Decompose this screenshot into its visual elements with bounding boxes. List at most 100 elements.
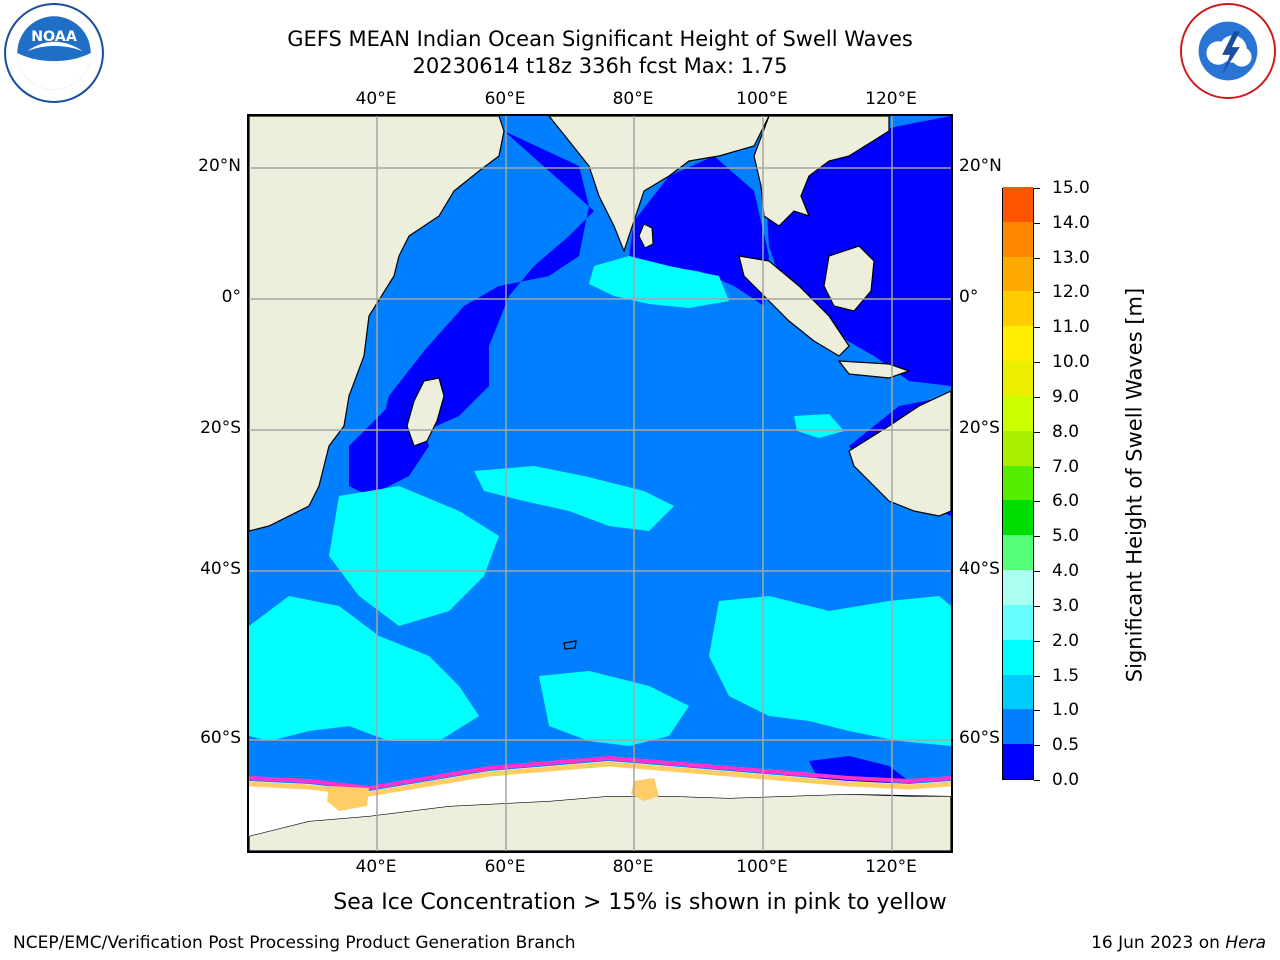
lon-label-top-100e: 100°E <box>736 89 788 109</box>
noaa-logo-icon: NOAA <box>4 3 104 103</box>
cyan-patch-equatorial <box>589 256 729 308</box>
colorbar-title: Significant Height of Swell Waves [m] <box>1122 287 1147 683</box>
lon-label-bottom-40e: 40°E <box>355 857 397 877</box>
lon-label-top-40e: 40°E <box>355 89 397 109</box>
colorbar-segment <box>1003 639 1033 675</box>
colorbar-tick <box>1034 396 1040 398</box>
cyan-patch-west-australia <box>794 414 844 438</box>
nws-logo-icon <box>1179 2 1277 100</box>
footer-date: 16 Jun 2023 on Hera <box>1091 933 1266 953</box>
colorbar-tick <box>1034 501 1040 503</box>
colorbar-tick-label: 15.0 <box>1052 178 1090 198</box>
colorbar-tick-label: 8.0 <box>1052 421 1080 442</box>
colorbar-tick-label: 6.0 <box>1052 491 1080 512</box>
lon-label-top-60e: 60°E <box>484 89 526 109</box>
footer-date-text: 16 Jun 2023 on <box>1091 933 1226 953</box>
colorbar-tick <box>1034 640 1040 642</box>
lon-label-top-80e: 80°E <box>612 89 654 109</box>
colorbar-tick <box>1034 710 1040 712</box>
colorbar-segment <box>1003 290 1033 327</box>
colorbar-tick-label: 12.0 <box>1052 282 1090 303</box>
sea-ice-patch-orange <box>327 786 369 811</box>
colorbar-tick <box>1034 431 1040 433</box>
colorbar-segment <box>1003 674 1033 710</box>
colorbar-tick-label: 0.5 <box>1052 735 1080 756</box>
colorbar-tick <box>1034 536 1040 538</box>
lon-label-top-120e: 120°E <box>865 89 917 109</box>
map-panel[interactable] <box>247 114 953 853</box>
colorbar-tick-label: 1.5 <box>1052 665 1080 686</box>
lon-label-bottom-120e: 120°E <box>865 857 917 877</box>
lat-label-left-20s: 20°S <box>200 418 241 438</box>
colorbar-tick-label: 7.0 <box>1052 456 1080 477</box>
colorbar-tick-label: 10.0 <box>1052 352 1090 373</box>
colorbar-tick-label: 3.0 <box>1052 595 1080 616</box>
map-grid <box>249 116 951 851</box>
lon-label-bottom-100e: 100°E <box>736 857 788 877</box>
colorbar-tick <box>1034 222 1040 224</box>
cyan-patch-southeast <box>709 596 951 746</box>
low-swell-bay-of-bengal <box>629 156 769 306</box>
lat-label-right-60s: 60°S <box>959 728 1000 748</box>
land-sumatra <box>738 255 850 357</box>
colorbar-segment <box>1003 604 1033 640</box>
land-southeast-asia <box>753 116 890 227</box>
land-india <box>548 116 770 253</box>
footer-host: Hera <box>1225 933 1266 953</box>
colorbar-segment <box>1003 221 1033 257</box>
colorbar-tick <box>1034 675 1040 677</box>
lat-label-left-60s: 60°S <box>200 728 241 748</box>
colorbar-tick-label: 4.0 <box>1052 561 1080 582</box>
colorbar-tick <box>1034 327 1040 329</box>
swell-map <box>249 116 951 851</box>
colorbar <box>1002 186 1034 780</box>
colorbar-segment <box>1003 325 1033 362</box>
sea-ice-patch-orange-2 <box>631 778 659 801</box>
colorbar-tick <box>1034 745 1040 747</box>
colorbar-segment <box>1003 256 1033 292</box>
colorbar-tick <box>1034 466 1040 468</box>
colorbar-tick-label: 2.0 <box>1052 630 1080 651</box>
lon-label-bottom-60e: 60°E <box>484 857 526 877</box>
colorbar-segment <box>1003 465 1033 501</box>
svg-text:NOAA: NOAA <box>31 29 77 45</box>
colorbar-tick <box>1034 571 1040 573</box>
colorbar-tick-label: 11.0 <box>1052 317 1090 338</box>
land-australia <box>848 390 951 517</box>
sea-ice-fringe-yellow <box>249 761 951 797</box>
lat-label-right-20s: 20°S <box>959 418 1000 438</box>
lat-label-right-20n: 20°N <box>959 156 1002 176</box>
colorbar-segment <box>1003 395 1033 431</box>
colorbar-tick-label: 1.0 <box>1052 700 1080 721</box>
colorbar-tick-label: 5.0 <box>1052 526 1080 547</box>
chart-subtitle: 20230614 t18z 336h fcst Max: 1.75 <box>412 54 788 78</box>
lat-label-right-0: 0° <box>959 287 979 307</box>
colorbar-tick-label: 13.0 <box>1052 247 1090 268</box>
chart-title: GEFS MEAN Indian Ocean Significant Heigh… <box>287 27 913 51</box>
colorbar-segment <box>1003 708 1033 745</box>
colorbar-tick <box>1034 292 1040 294</box>
lat-label-left-0: 0° <box>221 287 241 307</box>
lat-label-left-40s: 40°S <box>200 559 241 579</box>
colorbar-tick <box>1034 257 1040 259</box>
colorbar-tick <box>1034 188 1040 189</box>
colorbar-tick-label: 14.0 <box>1052 212 1090 233</box>
cyan-patch-south-indian <box>249 596 479 741</box>
land-madagascar <box>406 377 445 447</box>
cyan-patch-central <box>474 466 674 531</box>
footer-branch: NCEP/EMC/Verification Post Processing Pr… <box>13 933 576 953</box>
land-borneo <box>823 245 875 312</box>
colorbar-tick <box>1034 780 1040 781</box>
colorbar-tick <box>1034 605 1040 607</box>
colorbar-tick-label: 9.0 <box>1052 386 1080 407</box>
land-sri-lanka <box>638 223 654 249</box>
sea-ice-footnote: Sea Ice Concentration > 15% is shown in … <box>333 890 947 915</box>
lat-label-left-20n: 20°N <box>198 156 241 176</box>
colorbar-segment <box>1003 430 1033 466</box>
colorbar-segment <box>1003 534 1033 571</box>
colorbar-tick <box>1034 362 1040 364</box>
land-africa-arabia <box>249 116 505 532</box>
cyan-patch-south-west <box>329 486 499 626</box>
colorbar-segment <box>1003 499 1033 536</box>
low-swell-arabian-sea <box>379 131 594 436</box>
